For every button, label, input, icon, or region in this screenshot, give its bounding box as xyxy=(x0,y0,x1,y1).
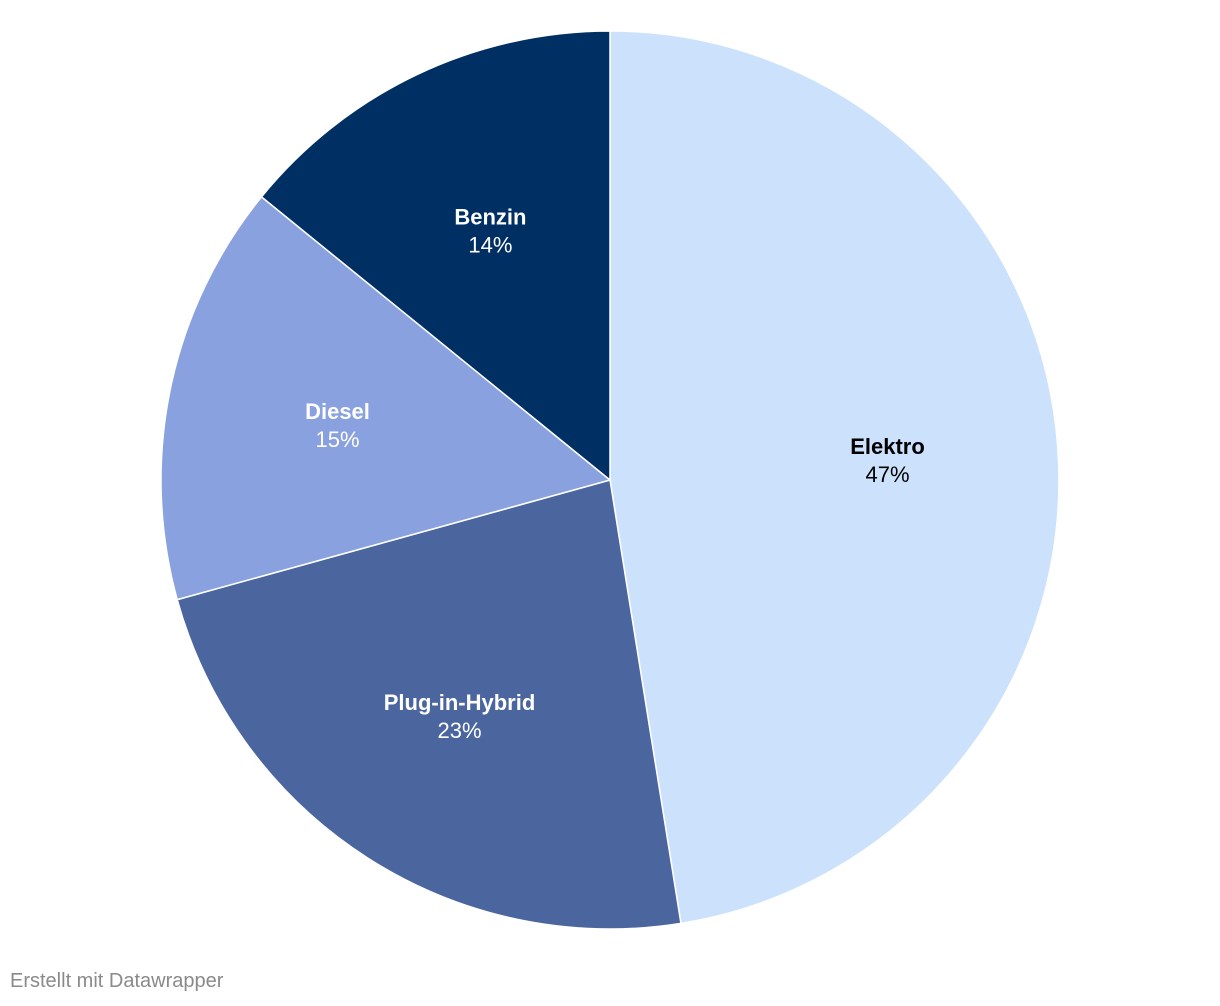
slice-benzin[interactable] xyxy=(260,30,611,482)
slice-diesel[interactable] xyxy=(160,195,612,601)
label-benzin: Benzin xyxy=(454,205,526,230)
datawrapper-credit[interactable]: Erstellt mit Datawrapper xyxy=(10,970,224,992)
pie-labels: Elektro 47% Plug-in-Hybrid 23% Diesel 15% Benz… xyxy=(305,205,925,744)
slice-elektro[interactable] xyxy=(609,30,1060,925)
value-benzin: 14% xyxy=(468,233,512,258)
value-elektro: 47% xyxy=(865,462,909,487)
slice-plug-in-hybrid[interactable] xyxy=(176,479,682,930)
pie-slices xyxy=(160,30,1060,930)
label-plug-in-hybrid: Plug-in-Hybrid xyxy=(384,690,536,715)
label-elektro: Elektro xyxy=(850,434,925,459)
label-diesel: Diesel xyxy=(305,399,370,424)
value-plug-in-hybrid: 23% xyxy=(437,718,481,743)
pie-chart: Elektro 47% Plug-in-Hybrid 23% Diesel 15% Benz… xyxy=(160,30,1060,930)
value-diesel: 15% xyxy=(315,427,359,452)
